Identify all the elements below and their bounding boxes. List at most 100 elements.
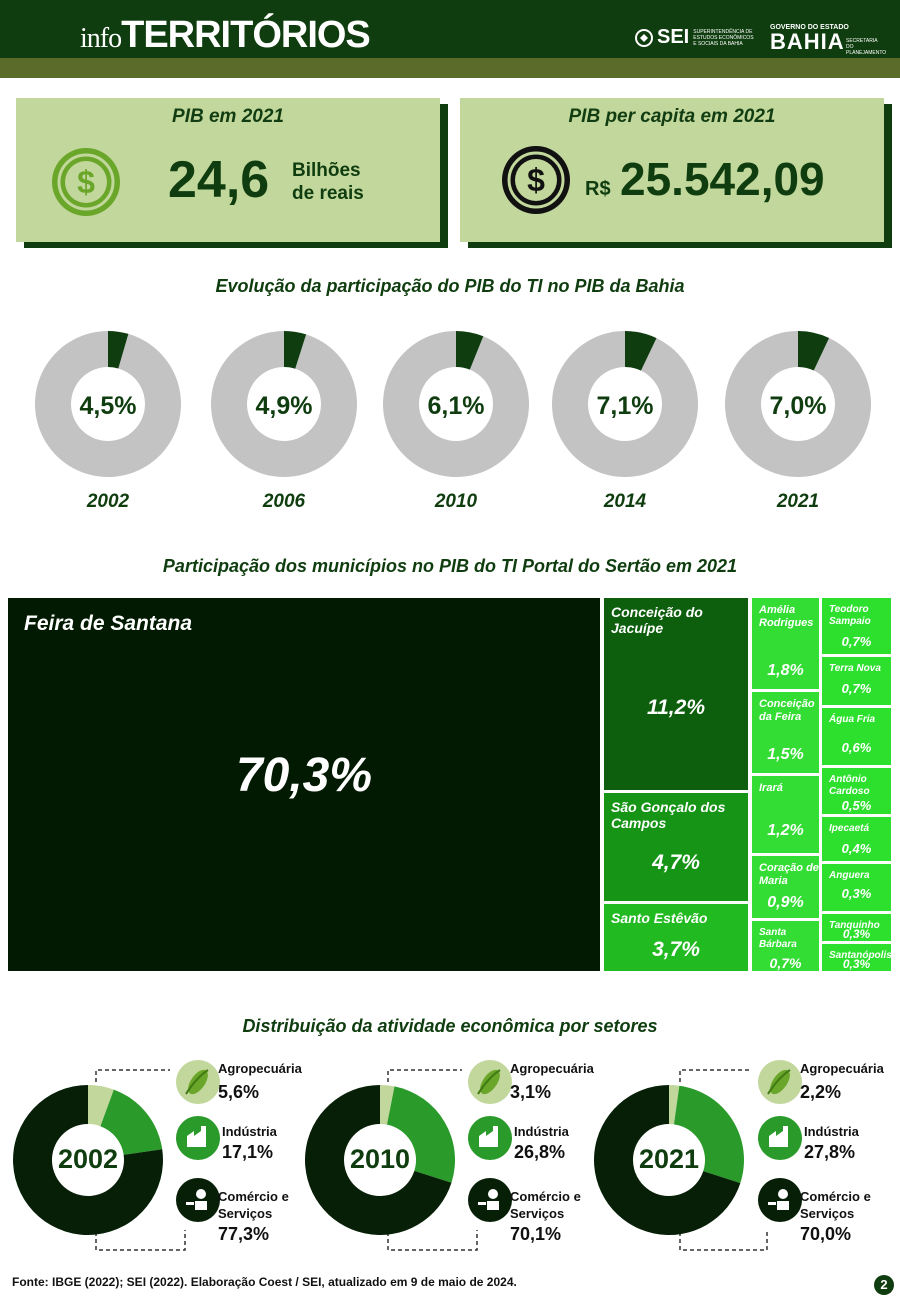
treemap-name: Santo Estêvão — [611, 910, 708, 926]
connector-line — [679, 1069, 752, 1082]
svg-text:$: $ — [527, 162, 545, 198]
treemap-cell: São Gonçalo dos Campos 4,7% — [604, 793, 748, 901]
donut-year-label: 2021 — [776, 491, 820, 512]
sector-slice-Comércio e Serviços — [594, 1085, 741, 1235]
treemap-cell: Coração de Maria 0,9% — [752, 856, 819, 918]
treemap-name: São Gonçalo dos Campos — [611, 799, 726, 832]
connector-line — [95, 1069, 170, 1082]
treemap-value: 4,7% — [652, 851, 700, 874]
sector-value-label: 27,8% — [804, 1142, 856, 1162]
treemap-cell: Teodoro Sampaio 0,7% — [822, 598, 891, 654]
treemap-cell: Anguera 0,3% — [822, 864, 891, 911]
donut-value-label: 7,1% — [596, 392, 654, 420]
header-band — [0, 58, 900, 78]
pib-unit-1: Bilhões — [292, 160, 361, 181]
factory-icon — [468, 1116, 512, 1160]
treemap-value: 0,7% — [841, 681, 872, 696]
treemap-name: Conceição do Jacuípe — [611, 604, 703, 637]
treemap-cell: Terra Nova 0,7% — [822, 657, 891, 705]
corn-icon — [758, 1060, 802, 1104]
sector-name-label: Indústria — [222, 1124, 277, 1139]
brand-prefix: info — [80, 23, 122, 54]
sector-name-label: Indústria — [804, 1124, 859, 1139]
treemap-name: Anguera — [829, 870, 870, 881]
pib-card-title: PIB em 2021 — [172, 106, 284, 127]
evolution-title: Evolução da participação do PIB do TI no… — [215, 276, 685, 296]
evolution-donuts — [34, 331, 871, 477]
gov-logo: GOVERNO DO ESTADO BAHIA SECRETARIA DO PL… — [770, 24, 886, 56]
connector-line — [679, 1230, 768, 1251]
sector-slice-Indústria — [100, 1089, 163, 1155]
treemap-cell: Água Fria 0,6% — [822, 708, 891, 765]
sector-slice-Indústria — [386, 1086, 456, 1183]
sector-value-label: 26,8% — [514, 1142, 566, 1162]
treemap-cell: Conceição do Jacuípe 11,2% — [604, 598, 748, 790]
treemap-name: Água Fria — [829, 714, 876, 725]
treemap-cell: Ipecaetá 0,4% — [822, 817, 891, 861]
donut-remainder-2021 — [725, 331, 871, 477]
footer-source: Fonte: IBGE (2022); SEI (2022). Elaboraç… — [12, 1275, 517, 1289]
treemap-name: Teodoro Sampaio — [829, 604, 871, 627]
sei-logo: SEI SUPERINTENDÊNCIA DE ESTUDOS ECONÔMIC… — [635, 26, 757, 49]
donut-year-label: 2014 — [603, 491, 647, 512]
gov-state: BAHIA — [770, 29, 845, 54]
treemap-cell: Tanquinho 0,3% — [822, 914, 891, 941]
treemap-value: 0,7% — [841, 634, 872, 649]
sector-donuts — [13, 1060, 802, 1251]
pib-pc-value: 25.542,09 — [620, 153, 825, 205]
donut-share-2010 — [456, 331, 484, 370]
pib-pc-card-title: PIB per capita em 2021 — [568, 106, 776, 127]
treemap-cell: Amélia Rodrigues 1,8% — [752, 598, 819, 689]
svg-text:$: $ — [77, 164, 95, 200]
sector-name-label: Agropecuária — [510, 1061, 594, 1076]
treemap-value: 11,2% — [647, 696, 705, 719]
donut-value-label: 6,1% — [427, 392, 485, 420]
pib-pc-currency: R$ — [585, 178, 611, 200]
sei-name: SEI — [657, 26, 690, 48]
donut-remainder-2014 — [552, 331, 699, 477]
treemap-value: 0,6% — [841, 740, 872, 755]
sei-desc: SUPERINTENDÊNCIA DE ESTUDOS ECONÔMICOS E… — [693, 28, 754, 47]
gov-top: GOVERNO DO ESTADO — [770, 24, 849, 31]
treemap-value: 70,3% — [235, 749, 373, 802]
sector-slice-Indústria — [673, 1085, 744, 1184]
donut-share-2002 — [108, 331, 129, 369]
pib-card: PIB em 2021 $ 24,6 Bilhões de reais — [16, 98, 440, 242]
brand-main: TERRITÓRIOS — [121, 14, 371, 56]
treemap-value: 0,7% — [769, 955, 802, 971]
gov-secretariat: SECRETARIA DO PLANEJAMENTO — [846, 38, 887, 56]
sectors-title: Distribuição da atividade econômica por … — [242, 1016, 658, 1036]
donut-remainder-2002 — [34, 331, 181, 477]
treemap-name: Amélia Rodrigues — [759, 604, 814, 629]
treemap-name: Feira de Santana — [24, 612, 193, 635]
sector-name-label: Agropecuária — [800, 1061, 884, 1076]
sector-name-label: Indústria — [514, 1124, 569, 1139]
pib-pc-card: PIB per capita em 2021 $ R$ 25.542,09 — [460, 98, 884, 242]
dollar-coin-icon: $ — [52, 148, 120, 216]
shopkeeper-icon — [468, 1178, 512, 1222]
connector-line — [95, 1230, 186, 1251]
connector-line — [387, 1069, 462, 1082]
treemap-cell: Irará 1,2% — [752, 776, 819, 853]
factory-icon — [758, 1116, 802, 1160]
treemap-title: Participação dos municípios no PIB do TI… — [162, 556, 738, 576]
sector-slice-Comércio e Serviços — [305, 1085, 452, 1235]
brand-logo: infoTERRITÓRIOS — [80, 14, 371, 57]
sector-value-label: 17,1% — [222, 1142, 274, 1162]
treemap-cell: Santo Estêvão 3,7% — [604, 904, 748, 971]
donut-year-label: 2010 — [434, 491, 478, 512]
treemap-name: Tanquinho — [829, 920, 880, 931]
sector-value-label: 77,3% — [218, 1224, 270, 1244]
treemap-value: 0,5% — [841, 798, 872, 813]
treemap-name: Coração de Maria — [759, 862, 819, 887]
donut-share-2014 — [625, 331, 657, 371]
connector-line — [387, 1230, 478, 1251]
treemap-value: 1,8% — [767, 662, 804, 679]
sector-value-label: 5,6% — [218, 1082, 260, 1102]
treemap-cell: Feira de Santana 70,3% — [8, 598, 600, 971]
sector-slice-Comércio e Serviços — [13, 1085, 164, 1235]
factory-icon — [176, 1116, 220, 1160]
treemap-cell: Antônio Cardoso 0,5% — [822, 768, 891, 814]
sector-name-label: Comércio e Serviços — [510, 1189, 581, 1221]
treemap-value: 0,3% — [842, 957, 871, 971]
